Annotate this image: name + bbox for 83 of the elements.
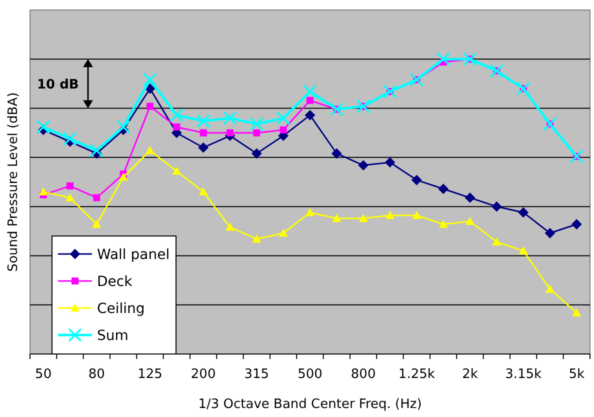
- point: [198, 187, 208, 196]
- point: [92, 220, 102, 228]
- x-tick-label: 80: [88, 367, 105, 382]
- point: [356, 99, 370, 114]
- point: [66, 193, 74, 202]
- x-tick-label: 5k: [568, 367, 586, 382]
- point: [492, 237, 502, 246]
- point: [306, 208, 314, 216]
- point: [383, 84, 397, 98]
- point: [118, 172, 128, 181]
- x-tick-label: 200: [190, 367, 216, 382]
- annotation: 10 dB: [37, 78, 79, 93]
- point: [412, 210, 422, 220]
- point: [306, 96, 314, 104]
- point: [198, 142, 208, 153]
- point: [463, 52, 477, 66]
- point: [66, 182, 74, 190]
- point: [305, 110, 315, 120]
- point: [436, 52, 450, 66]
- point: [280, 126, 287, 134]
- point: [146, 102, 154, 110]
- point: [438, 220, 448, 228]
- point: [173, 123, 180, 130]
- point: [226, 222, 234, 231]
- point: [332, 214, 342, 222]
- point: [38, 187, 48, 196]
- point: [518, 246, 528, 254]
- point: [546, 284, 554, 293]
- point: [332, 148, 342, 158]
- point: [516, 82, 530, 96]
- x-tick-label: 50: [35, 367, 52, 382]
- point: [93, 194, 100, 202]
- point: [492, 202, 502, 212]
- point: [465, 192, 475, 203]
- point: [278, 228, 288, 237]
- x-tick-label: 3.15k: [505, 367, 542, 382]
- point: [543, 117, 557, 131]
- legend-label: Deck: [97, 274, 134, 290]
- point: [252, 148, 262, 158]
- point: [438, 184, 448, 194]
- y-axis-title: Sound Pressure Level (dBA): [6, 92, 21, 272]
- point: [145, 84, 155, 94]
- point: [518, 207, 528, 218]
- point: [570, 150, 584, 164]
- point: [545, 228, 555, 238]
- point: [358, 160, 368, 170]
- point: [490, 64, 504, 78]
- point: [196, 114, 210, 128]
- legend-label: Ceiling: [97, 301, 145, 317]
- point: [276, 111, 290, 126]
- legend-label: Sum: [97, 328, 128, 344]
- point: [223, 111, 237, 126]
- x-tick-label: 1.25k: [398, 367, 436, 382]
- point: [250, 117, 264, 131]
- point: [172, 166, 182, 175]
- point: [412, 175, 422, 186]
- point: [572, 308, 582, 316]
- x-tick-label: 500: [298, 367, 322, 382]
- point: [410, 72, 424, 87]
- point: [303, 84, 317, 98]
- legend-label: Wall panel: [97, 247, 170, 263]
- point: [358, 214, 368, 222]
- point: [330, 102, 344, 116]
- point: [90, 144, 104, 158]
- point: [466, 216, 474, 225]
- x-tick-label: 315: [244, 367, 270, 382]
- x-tick-label: 125: [138, 367, 162, 382]
- point: [63, 132, 77, 146]
- point: [200, 129, 207, 136]
- point: [385, 157, 395, 168]
- x-tick-label: 800: [350, 367, 376, 382]
- point: [386, 210, 394, 220]
- point: [226, 129, 234, 136]
- x-axis-title: 1/3 Octave Band Center Freq. (Hz): [198, 397, 422, 412]
- point: [36, 120, 50, 134]
- point: [116, 120, 130, 134]
- point: [146, 146, 154, 154]
- point: [572, 219, 582, 230]
- x-tick-label: 2k: [462, 367, 478, 382]
- point: [253, 129, 260, 136]
- point: [170, 108, 184, 122]
- point: [143, 72, 157, 87]
- point: [252, 234, 262, 243]
